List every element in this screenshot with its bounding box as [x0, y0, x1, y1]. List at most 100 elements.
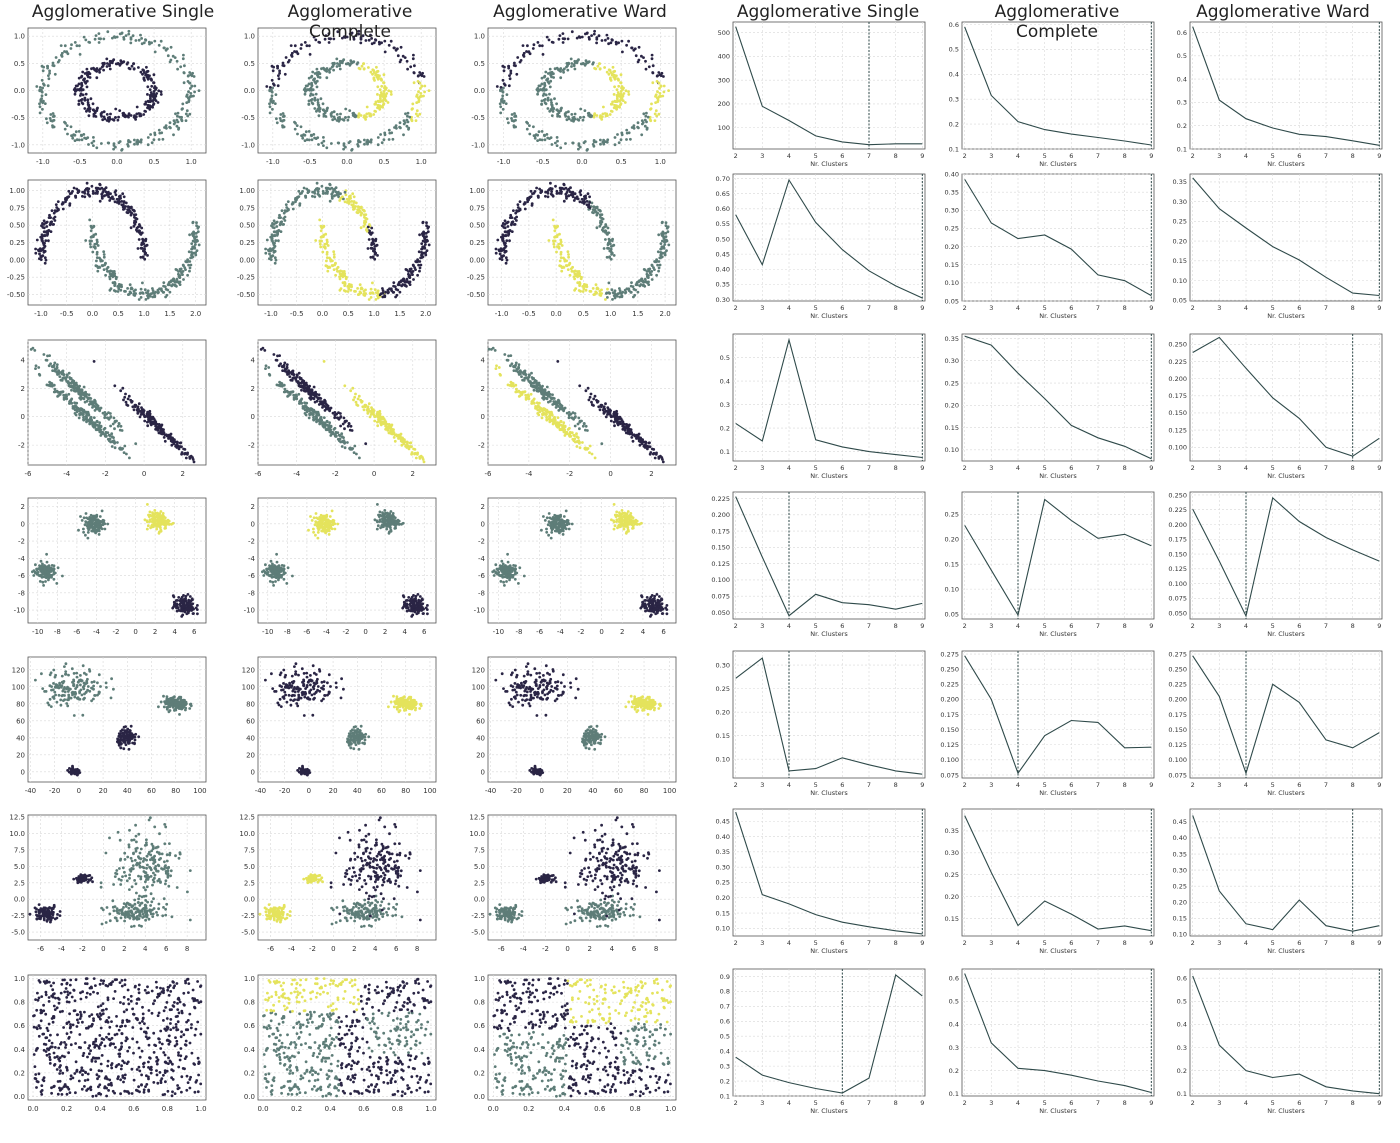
y-tick-label: -2 — [18, 442, 25, 450]
data-point — [351, 447, 354, 450]
data-point — [387, 89, 390, 92]
data-point — [153, 138, 156, 141]
data-point — [646, 128, 649, 131]
x-tick-label: -0.5 — [60, 310, 74, 318]
data-point — [362, 62, 365, 65]
data-point — [296, 373, 299, 376]
data-point — [113, 441, 116, 444]
data-point — [427, 230, 430, 233]
data-point — [170, 444, 173, 447]
data-point — [554, 67, 557, 70]
data-point — [523, 55, 526, 58]
data-point — [142, 411, 145, 414]
data-point — [276, 67, 279, 70]
data-point — [86, 418, 89, 421]
data-point — [44, 262, 47, 265]
data-point — [512, 209, 515, 212]
data-point — [102, 250, 105, 253]
data-point — [585, 425, 588, 428]
data-point — [288, 59, 291, 62]
data-point — [183, 64, 186, 67]
data-point — [358, 457, 361, 460]
data-point — [281, 209, 284, 212]
data-point — [353, 396, 356, 399]
data-point — [102, 38, 105, 41]
data-point — [146, 424, 149, 427]
data-point — [354, 393, 357, 396]
data-point — [274, 256, 277, 259]
data-point — [331, 259, 334, 262]
y-tick-label: -0.50 — [237, 291, 255, 299]
y-tick-label: 0.0 — [244, 87, 255, 95]
data-point — [291, 203, 294, 206]
data-point — [663, 91, 666, 94]
data-point — [121, 447, 124, 450]
data-point — [308, 130, 311, 133]
data-point — [176, 125, 179, 128]
data-point — [334, 414, 337, 417]
data-point — [320, 229, 323, 232]
data-point — [133, 139, 136, 142]
data-point — [176, 441, 179, 444]
data-point — [264, 367, 267, 370]
data-point — [196, 249, 199, 252]
data-point — [548, 39, 551, 42]
data-point — [357, 145, 360, 148]
y-tick-label: -1.0 — [241, 141, 255, 149]
data-point — [649, 451, 652, 454]
data-point — [596, 226, 599, 229]
data-point — [188, 113, 191, 116]
data-point — [579, 116, 582, 119]
data-point — [587, 192, 590, 195]
data-point — [325, 109, 328, 112]
data-point — [331, 264, 334, 267]
data-point — [556, 190, 559, 193]
data-point — [349, 429, 352, 432]
data-point — [140, 243, 143, 246]
data-point — [130, 212, 133, 215]
data-point — [318, 418, 321, 421]
data-point — [323, 360, 326, 363]
data-point — [330, 193, 333, 196]
data-point — [282, 62, 285, 65]
data-point — [109, 272, 112, 275]
data-point — [585, 389, 588, 392]
x-tick-label: 2.0 — [660, 310, 671, 318]
data-point — [408, 116, 411, 119]
data-point — [570, 65, 573, 68]
data-point — [586, 61, 589, 64]
data-point — [513, 62, 516, 65]
data-point — [512, 120, 515, 123]
data-point — [391, 424, 394, 427]
data-point — [191, 256, 194, 259]
data-point — [128, 457, 131, 460]
data-point — [607, 42, 610, 45]
data-point — [614, 143, 617, 146]
data-point — [311, 138, 314, 141]
data-point — [566, 189, 569, 192]
data-point — [413, 266, 416, 269]
data-point — [95, 260, 98, 263]
data-point — [588, 201, 591, 204]
data-point — [397, 283, 400, 286]
data-point — [583, 195, 586, 198]
data-point — [659, 264, 662, 267]
data-point — [134, 404, 137, 407]
data-point — [63, 50, 66, 53]
data-point — [336, 65, 339, 68]
data-point — [273, 353, 276, 356]
data-point — [598, 34, 601, 37]
data-point — [545, 419, 548, 422]
data-point — [595, 42, 598, 45]
data-point — [415, 119, 418, 122]
y-tick-label: 2 — [251, 385, 255, 393]
data-point — [382, 103, 385, 106]
data-point — [315, 411, 318, 414]
data-point — [98, 421, 101, 424]
data-point — [530, 195, 533, 198]
data-point — [66, 373, 69, 376]
data-point — [343, 427, 346, 430]
data-point — [588, 36, 591, 39]
data-point — [32, 347, 35, 350]
